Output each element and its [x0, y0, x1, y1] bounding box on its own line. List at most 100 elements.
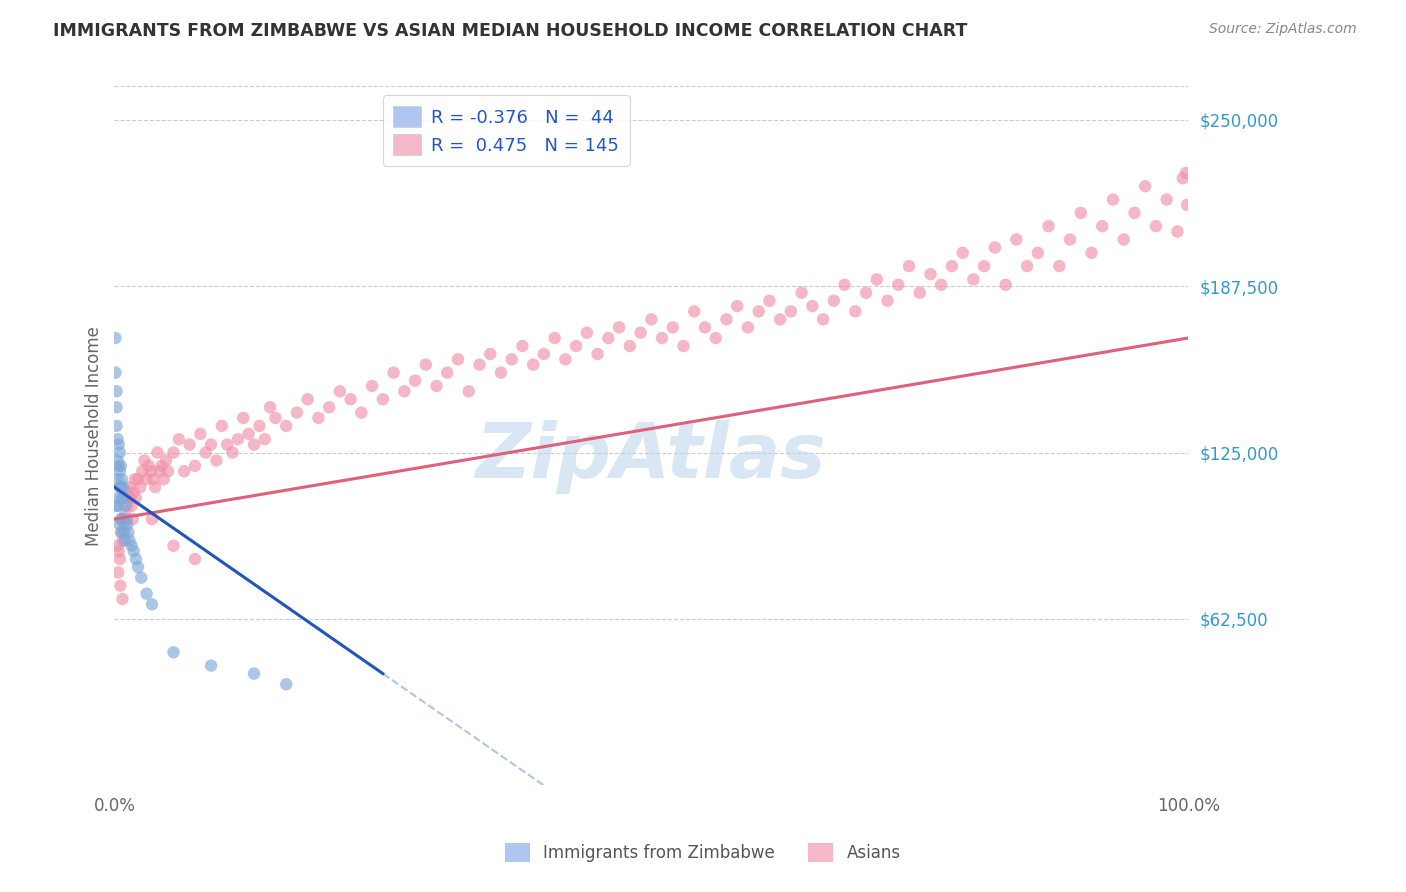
Point — [226, 432, 249, 446]
Point — [108, 464, 131, 478]
Point — [920, 267, 942, 281]
Point — [716, 312, 738, 326]
Point — [238, 426, 260, 441]
Point — [962, 272, 984, 286]
Text: ZipAtlas: ZipAtlas — [475, 420, 827, 494]
Point — [598, 331, 620, 345]
Point — [297, 392, 319, 407]
Point — [661, 320, 683, 334]
Point — [141, 598, 163, 612]
Point — [107, 437, 129, 451]
Point — [142, 472, 165, 486]
Point — [276, 418, 298, 433]
Point — [107, 491, 129, 505]
Point — [111, 525, 134, 540]
Point — [111, 592, 134, 607]
Point — [1047, 259, 1070, 273]
Point — [382, 366, 405, 380]
Point — [121, 499, 143, 513]
Point — [108, 445, 131, 459]
Point — [115, 512, 138, 526]
Point — [127, 472, 149, 486]
Point — [121, 512, 143, 526]
Point — [217, 437, 239, 451]
Point — [221, 445, 243, 459]
Point — [952, 245, 974, 260]
Point — [105, 384, 128, 399]
Point — [489, 366, 512, 380]
Point — [737, 320, 759, 334]
Point — [122, 485, 145, 500]
Point — [111, 512, 134, 526]
Point — [112, 525, 135, 540]
Point — [1112, 232, 1135, 246]
Point — [141, 512, 163, 526]
Point — [1175, 198, 1198, 212]
Point — [105, 499, 128, 513]
Point — [769, 312, 792, 326]
Point — [135, 472, 157, 486]
Point — [108, 552, 131, 566]
Point — [276, 677, 298, 691]
Point — [143, 480, 166, 494]
Point — [162, 445, 184, 459]
Point — [575, 326, 598, 340]
Point — [607, 320, 630, 334]
Point — [167, 432, 190, 446]
Point — [157, 464, 180, 478]
Point — [725, 299, 748, 313]
Point — [1156, 193, 1178, 207]
Point — [111, 512, 134, 526]
Point — [307, 411, 329, 425]
Point — [318, 401, 340, 415]
Point — [107, 544, 129, 558]
Point — [162, 539, 184, 553]
Point — [1135, 179, 1157, 194]
Legend: R = -0.376   N =  44, R =  0.475   N = 145: R = -0.376 N = 44, R = 0.475 N = 145 — [382, 95, 630, 166]
Point — [533, 347, 555, 361]
Point — [887, 277, 910, 292]
Point — [1026, 245, 1049, 260]
Point — [107, 432, 129, 446]
Point — [457, 384, 479, 399]
Point — [866, 272, 889, 286]
Point — [630, 326, 652, 340]
Point — [120, 491, 142, 505]
Point — [129, 571, 152, 585]
Point — [522, 358, 544, 372]
Point — [173, 464, 195, 478]
Point — [394, 384, 416, 399]
Point — [479, 347, 502, 361]
Point — [110, 480, 132, 494]
Point — [125, 491, 148, 505]
Point — [1038, 219, 1060, 234]
Point — [693, 320, 716, 334]
Point — [1059, 232, 1081, 246]
Point — [1175, 166, 1198, 180]
Point — [184, 552, 207, 566]
Point — [117, 499, 139, 513]
Text: IMMIGRANTS FROM ZIMBABWE VS ASIAN MEDIAN HOUSEHOLD INCOME CORRELATION CHART: IMMIGRANTS FROM ZIMBABWE VS ASIAN MEDIAN… — [53, 22, 967, 40]
Point — [138, 458, 160, 473]
Point — [107, 458, 129, 473]
Point — [111, 491, 134, 505]
Point — [129, 480, 152, 494]
Point — [112, 517, 135, 532]
Point — [153, 472, 176, 486]
Point — [512, 339, 534, 353]
Point — [361, 379, 384, 393]
Point — [811, 312, 834, 326]
Point — [425, 379, 447, 393]
Point — [134, 453, 156, 467]
Point — [834, 277, 856, 292]
Point — [855, 285, 877, 300]
Point — [121, 539, 143, 553]
Point — [148, 464, 170, 478]
Point — [1080, 245, 1102, 260]
Point — [1005, 232, 1028, 246]
Point — [146, 445, 169, 459]
Point — [984, 240, 1007, 254]
Point — [105, 401, 128, 415]
Point — [329, 384, 352, 399]
Point — [1070, 206, 1092, 220]
